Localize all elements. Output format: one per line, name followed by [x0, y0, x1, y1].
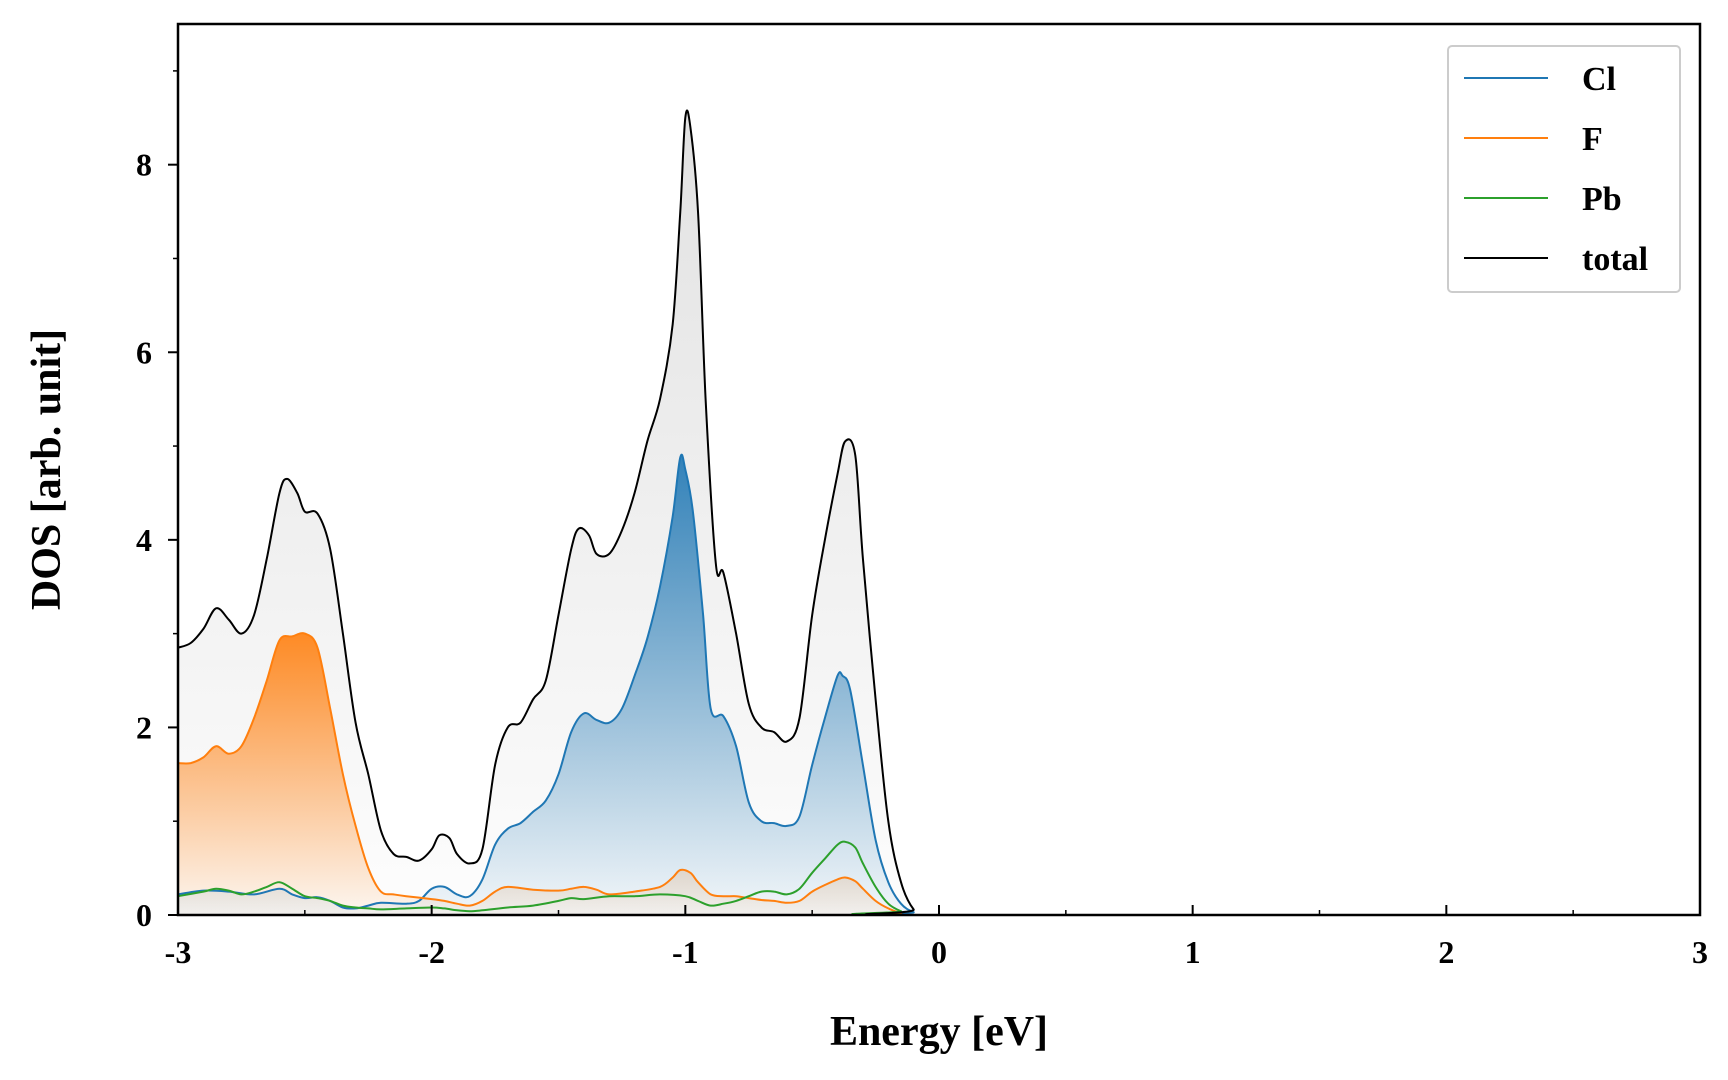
series-lines — [177, 109, 1700, 917]
axis-ticks: -3 -2 -1 0 1 2 3 0 2 4 6 8 — [136, 70, 1708, 970]
line-pb — [177, 840, 1700, 917]
y-tick-label: 4 — [136, 522, 152, 558]
x-tick-label: 1 — [1185, 934, 1201, 970]
x-tick-label: 3 — [1692, 934, 1708, 970]
x-axis-label: Energy [eV] — [830, 1009, 1048, 1055]
x-tick-label: 2 — [1438, 934, 1454, 970]
x-tick-label: -1 — [672, 934, 699, 970]
y-tick-label: 2 — [136, 709, 152, 745]
x-tick-label: -2 — [418, 934, 445, 970]
x-tick-label: 0 — [931, 934, 947, 970]
line-f — [177, 632, 1700, 917]
line-cl — [177, 453, 1700, 917]
legend-label-f: F — [1582, 121, 1603, 158]
y-tick-label: 0 — [136, 897, 152, 933]
legend-label-pb: Pb — [1582, 181, 1622, 218]
legend: Cl F Pb total — [1447, 45, 1681, 293]
fill-total — [178, 110, 1700, 916]
line-total — [177, 109, 1700, 917]
y-axis-label: DOS [arb. unit] — [24, 329, 70, 610]
y-tick-label: 6 — [136, 334, 152, 370]
y-tick-label: 8 — [136, 147, 152, 183]
legend-label-total: total — [1582, 241, 1648, 278]
fill-cl — [178, 454, 1700, 915]
x-tick-label: -3 — [165, 934, 192, 970]
fill-f — [178, 633, 1700, 915]
legend-label-cl: Cl — [1582, 61, 1616, 98]
series-fills — [178, 110, 1700, 916]
legend-box — [1447, 45, 1681, 293]
